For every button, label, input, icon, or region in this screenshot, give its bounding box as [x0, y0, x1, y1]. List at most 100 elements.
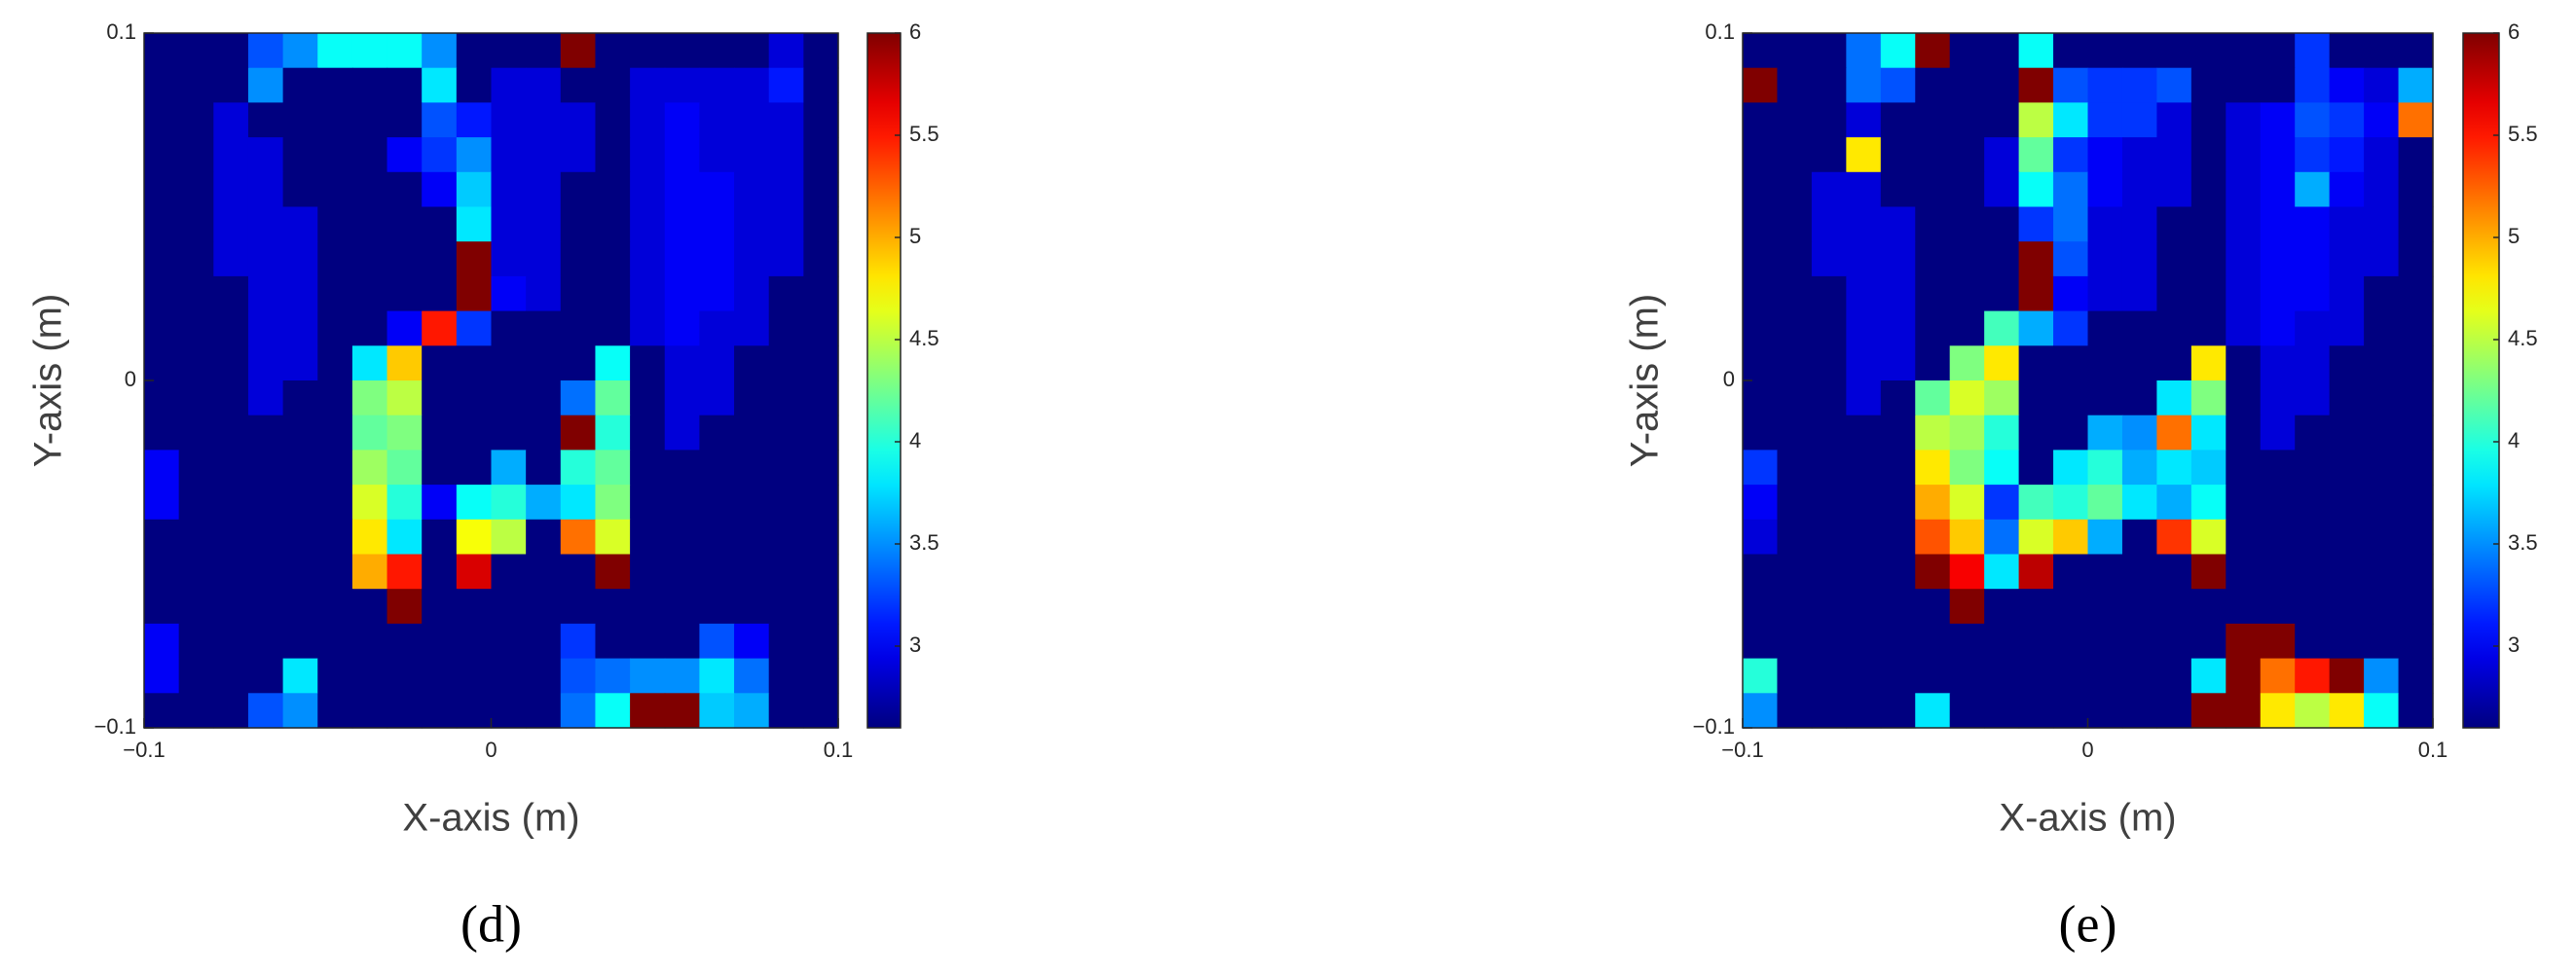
heatmap-cell	[2364, 241, 2400, 277]
heatmap-cell	[2226, 171, 2262, 208]
heatmap-cell	[734, 310, 770, 346]
heatmap-cell	[2295, 623, 2331, 660]
heatmap-cell	[2087, 33, 2123, 69]
heatmap-cell	[699, 380, 735, 416]
heatmap-cell	[1743, 67, 1779, 103]
heatmap-cell	[2087, 554, 2123, 590]
heatmap-cell	[2121, 380, 2157, 416]
colorbar-tick-label: 4.5	[909, 326, 939, 350]
heatmap-cell	[2226, 345, 2262, 381]
heatmap-cell	[1743, 450, 1779, 486]
heatmap-cell	[2295, 380, 2331, 416]
heatmap-cell	[247, 450, 284, 486]
heatmap-cell	[1984, 658, 2020, 694]
heatmap-cell	[1811, 137, 1847, 173]
heatmap-cell	[560, 485, 597, 521]
heatmap-cell	[664, 485, 700, 521]
heatmap-cell	[2364, 137, 2400, 173]
colorbar-tick-label: 4.5	[2508, 326, 2538, 350]
heatmap-cell	[1846, 589, 1882, 625]
heatmap-cell	[2329, 693, 2365, 729]
heatmap-cell	[2087, 693, 2123, 729]
heatmap-cell	[2329, 171, 2365, 208]
heatmap-cell	[2018, 67, 2054, 103]
heatmap-cell	[1949, 67, 1985, 103]
heatmap-cell	[2018, 310, 2054, 346]
colorbar-tick-label: 5	[909, 224, 921, 248]
heatmap-cell	[2156, 67, 2192, 103]
heatmap-cell	[456, 310, 493, 346]
heatmap-cell	[1915, 275, 1951, 312]
heatmap-cell	[803, 450, 839, 486]
heatmap-cell	[803, 589, 839, 625]
heatmap-cell	[144, 415, 180, 451]
heatmap-cell	[1846, 67, 1882, 103]
heatmap-cell	[2190, 415, 2226, 451]
heatmap-cell	[178, 275, 214, 312]
heatmap-cell	[630, 171, 666, 208]
heatmap-cell	[317, 519, 353, 556]
heatmap-cell	[2018, 589, 2054, 625]
heatmap-cell	[2190, 102, 2226, 138]
heatmap-cell	[178, 241, 214, 277]
heatmap-cell	[1743, 589, 1779, 625]
heatmap-cell	[144, 693, 180, 729]
heatmap-cell	[1811, 275, 1847, 312]
x-axis-label: X-axis (m)	[402, 797, 579, 840]
heatmap-cell	[1949, 275, 1985, 312]
heatmap-cell	[351, 137, 388, 173]
heatmap-cell	[803, 345, 839, 381]
heatmap-cell	[1811, 415, 1847, 451]
heatmap-cell	[2053, 658, 2089, 694]
heatmap-cell	[2190, 171, 2226, 208]
heatmap-cell	[2053, 137, 2089, 173]
heatmap-cell	[768, 693, 804, 729]
heatmap-cell	[491, 589, 527, 625]
heatmap-cell	[178, 415, 214, 451]
heatmap-cell	[2156, 275, 2192, 312]
heatmap-cell	[526, 450, 562, 486]
heatmap-cell	[2018, 380, 2054, 416]
heatmap-cell	[247, 275, 284, 312]
heatmap-cell	[560, 589, 597, 625]
heatmap-cell	[2295, 554, 2331, 590]
heatmap-cell	[2087, 206, 2123, 242]
heatmap-cell	[317, 658, 353, 694]
heatmap-cell	[630, 519, 666, 556]
heatmap-cell	[144, 171, 180, 208]
heatmap-cell	[1915, 380, 1951, 416]
heatmap-cell	[282, 485, 318, 521]
heatmap-cell	[2226, 33, 2262, 69]
heatmap-cell	[247, 345, 284, 381]
heatmap-cell	[491, 33, 527, 69]
heatmap-cell	[768, 658, 804, 694]
heatmap-cell	[351, 380, 388, 416]
heatmap-cell	[2053, 171, 2089, 208]
heatmap-cell	[699, 102, 735, 138]
heatmap-cell	[1915, 415, 1951, 451]
heatmap-cell	[630, 693, 666, 729]
heatmap-cell	[1915, 450, 1951, 486]
heatmap-cell	[526, 241, 562, 277]
heatmap-cell	[664, 623, 700, 660]
heatmap-cell	[2018, 33, 2054, 69]
heatmap-cell	[803, 415, 839, 451]
heatmap-cell	[456, 519, 493, 556]
heatmap-cell	[2121, 589, 2157, 625]
heatmap-cell	[2053, 102, 2089, 138]
heatmap-cell	[2053, 415, 2089, 451]
heatmap-cell	[2156, 102, 2192, 138]
heatmap-cell	[144, 623, 180, 660]
heatmap-cell	[560, 450, 597, 486]
heatmap-cell	[317, 275, 353, 312]
heatmap-cell	[386, 102, 423, 138]
y-axis-label: Y-axis (m)	[1624, 294, 1667, 468]
heatmap-cell	[2190, 275, 2226, 312]
heatmap-cell	[456, 102, 493, 138]
heatmap-cell	[2053, 693, 2089, 729]
heatmap-cell	[491, 380, 527, 416]
heatmap-cell	[768, 450, 804, 486]
heatmap-cell	[1984, 33, 2020, 69]
heatmap-cell	[768, 67, 804, 103]
heatmap-cell	[595, 554, 631, 590]
